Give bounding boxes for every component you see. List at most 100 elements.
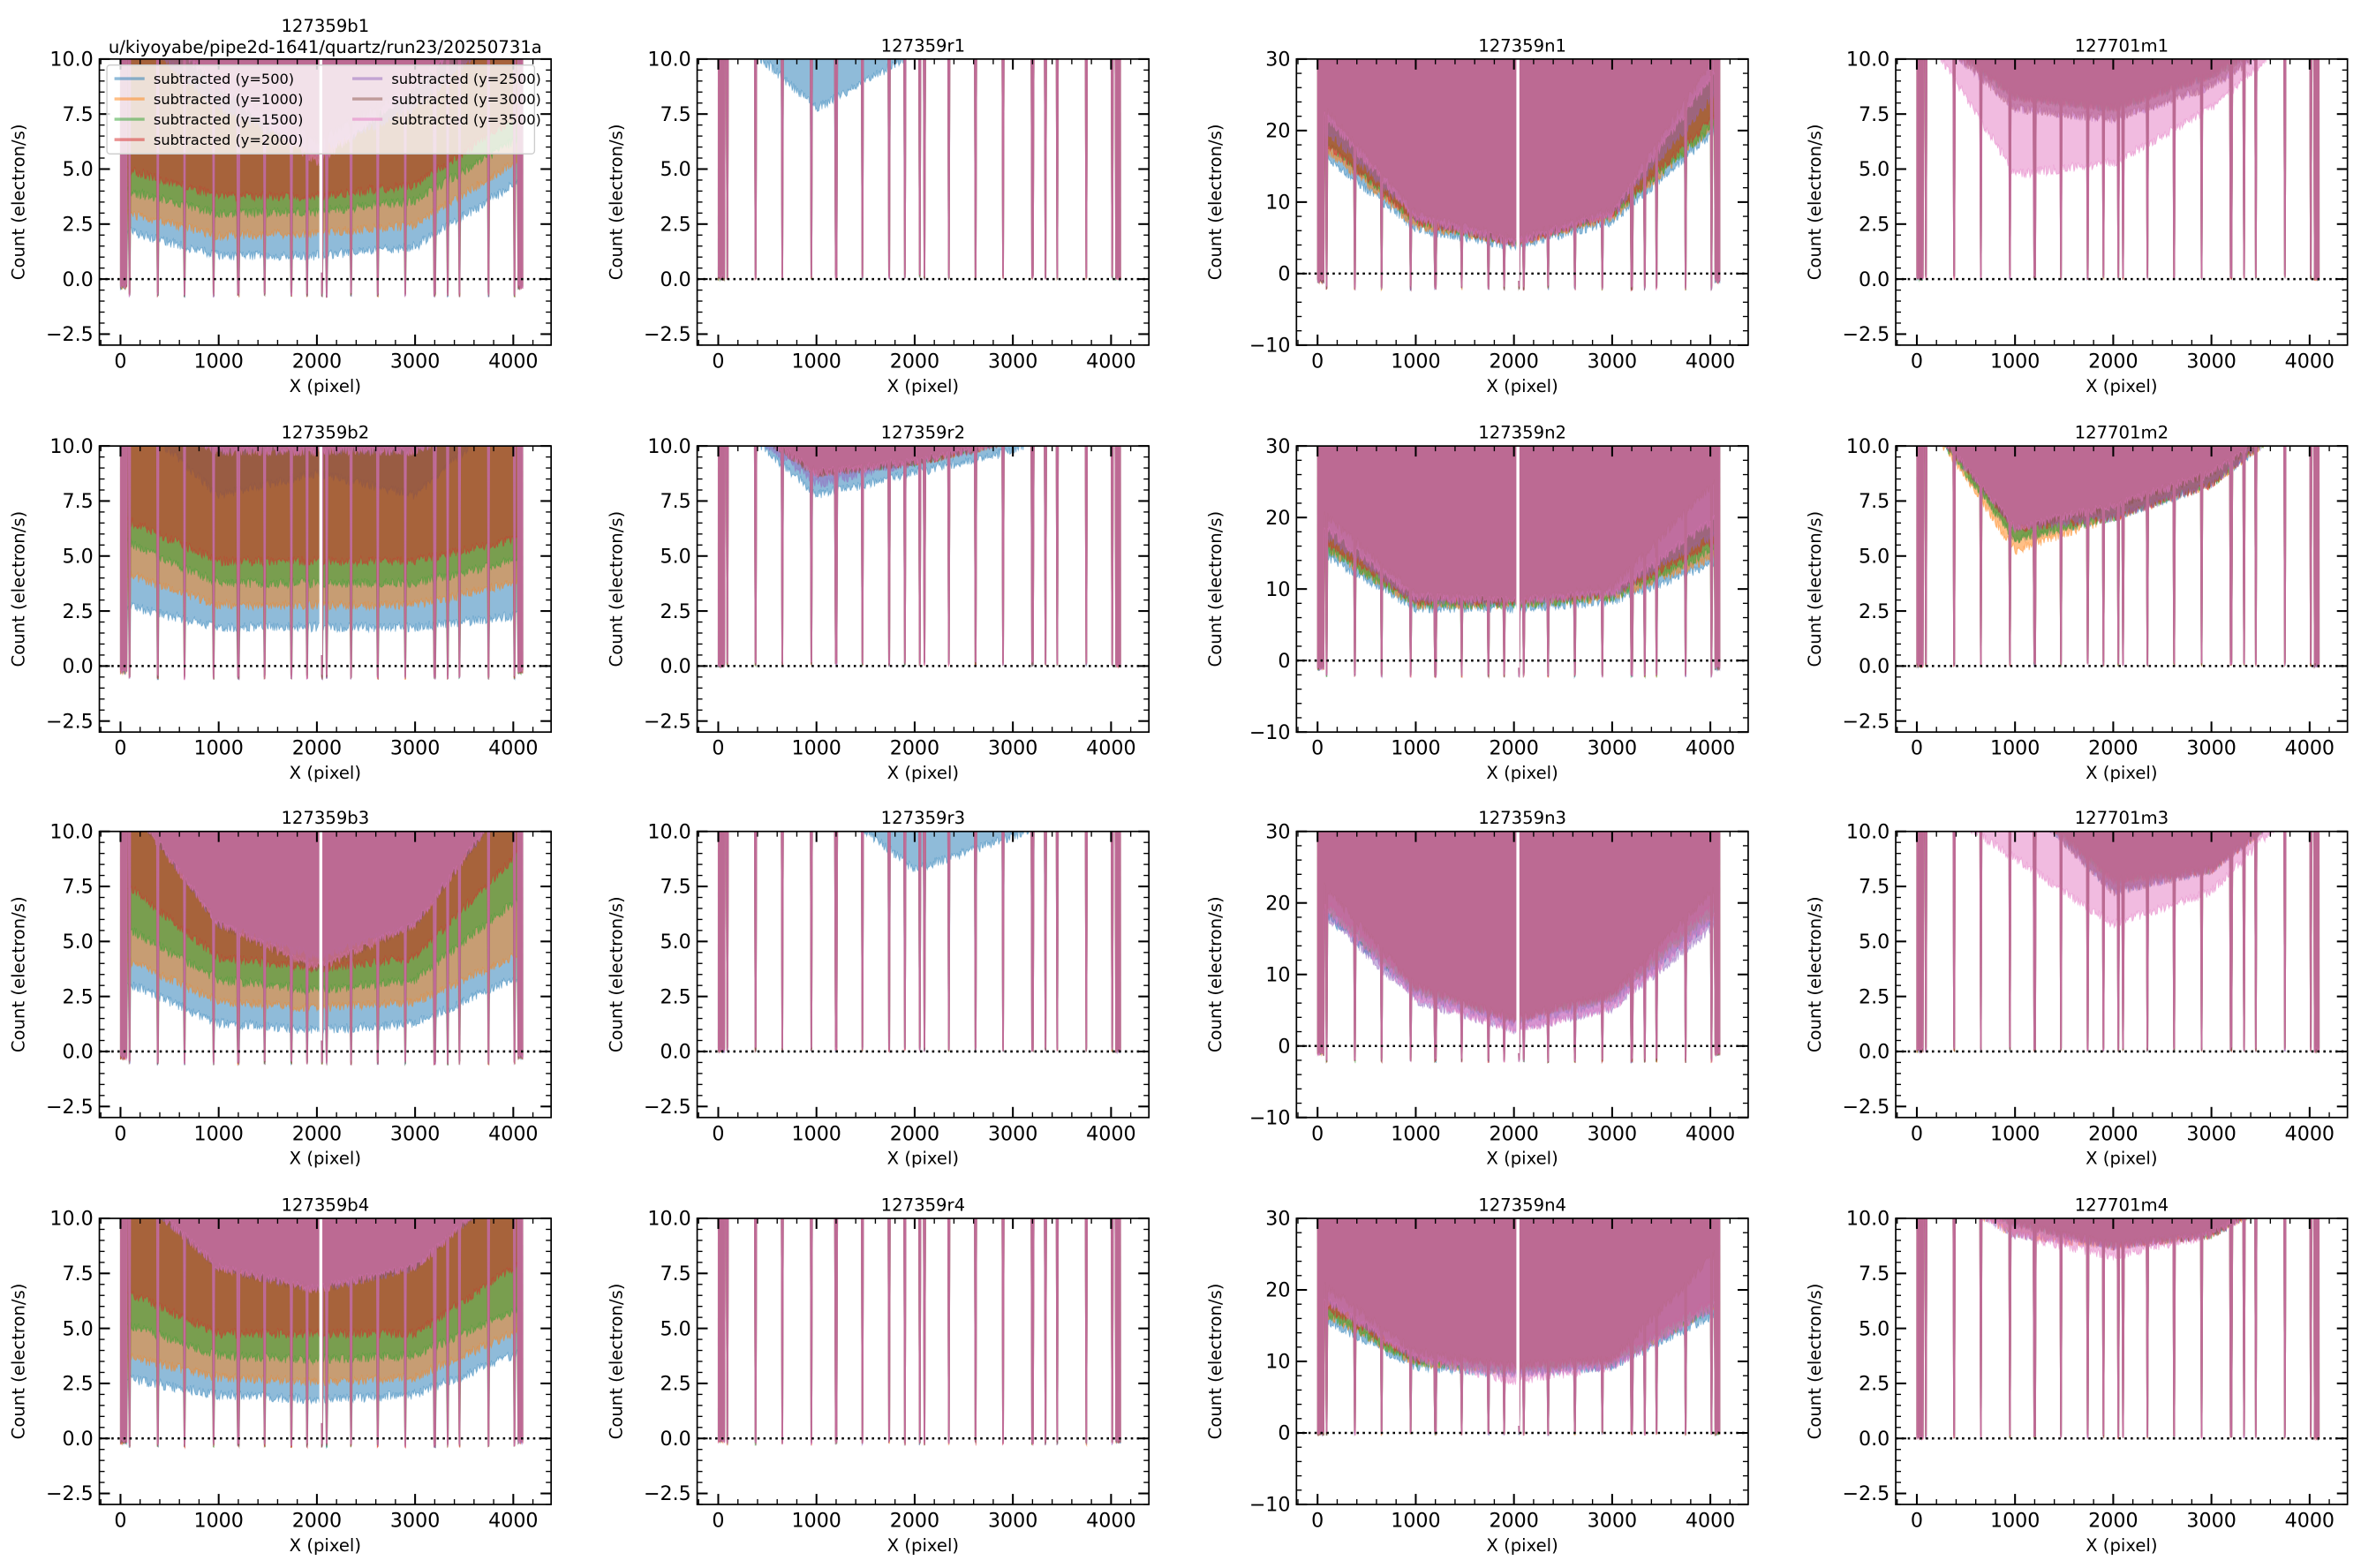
y-tick-label: −2.5 [46,323,94,346]
y-tick-label: 10.0 [1846,49,1890,72]
series-group [717,831,1121,1055]
x-tick-label: 0 [114,1510,126,1533]
x-tick-label: 3000 [2186,1122,2236,1145]
y-tick-label: 5.0 [660,545,691,568]
subplot-title: 127359b2 [281,423,369,443]
x-tick-label: 4000 [1086,350,1135,373]
x-tick-label: 2000 [292,1510,342,1533]
y-tick-label: 5.0 [62,931,93,954]
series-subtracted-y-3500- [717,1217,1121,1447]
y-tick-label: 5.0 [1859,545,1890,568]
y-axis-label: Count (electron/s) [1205,511,1226,667]
x-tick-label: 4000 [1686,1122,1735,1145]
x-tick-label: 3000 [390,737,440,760]
x-tick-label: 1000 [193,350,243,373]
legend-entry: subtracted (y=2500) [391,71,541,87]
y-tick-label: 2.5 [660,1373,691,1396]
y-tick-label: 20 [1265,120,1290,143]
x-tick-label: 4000 [1686,1510,1735,1533]
x-tick-label: 0 [1311,350,1324,373]
y-tick-label: 0.0 [1859,1041,1890,1064]
y-tick-label: 7.5 [62,876,93,899]
x-tick-label: 4000 [2285,350,2335,373]
y-tick-label: 7.5 [62,103,93,126]
y-tick-label: 0.0 [660,655,691,678]
y-tick-label: 5.0 [660,158,691,181]
y-tick-label: 2.5 [62,600,93,623]
y-tick-label: 0.0 [1859,655,1890,678]
y-axis-label: Count (electron/s) [8,511,28,667]
series-subtracted-y-3500- [717,831,1121,1053]
x-tick-label: 3000 [988,1510,1037,1533]
x-tick-label: 4000 [488,1122,538,1145]
y-tick-label: 0 [1278,1035,1290,1058]
chip-gap [319,58,323,273]
x-tick-label: 2000 [2088,350,2138,373]
x-tick-label: 0 [1911,1122,1923,1145]
subplot-127701m3: 0 1000 2000 3000 4000 −2.5 0.0 2.5 5.0 7.5 10.0 X (… [1805,808,2349,1169]
y-tick-label: 5.0 [1859,931,1890,954]
subplot-127359r1: 0 1000 2000 3000 4000 −2.5 0.0 2.5 5.0 7.5 10.0 X (… [606,35,1150,396]
y-tick-label: 20 [1265,892,1290,915]
y-axis-label: Count (electron/s) [1805,1284,1825,1440]
subplot-127359b2: 0 1000 2000 3000 4000 −2.5 0.0 2.5 5.0 7.5 10.0 X (… [8,423,553,783]
subplot-title: 127359b3 [281,808,369,828]
x-tick-label: 4000 [1086,737,1135,760]
y-tick-label: 20 [1265,507,1290,530]
series-group [717,1217,1121,1448]
y-axis-label: Count (electron/s) [606,511,626,667]
y-tick-label: 7.5 [660,1263,691,1285]
subplot-127359b1: 0 1000 2000 3000 4000 −2.5 0.0 2.5 5.0 7.5 10.0 X (… [8,16,553,396]
y-tick-label: 5.0 [1859,1317,1890,1340]
x-axis-label: X (pixel) [290,376,361,396]
axes-frame [696,1217,1150,1505]
x-tick-label: 2000 [2088,1510,2138,1533]
series-group [1316,446,1721,680]
x-axis-label: X (pixel) [290,1535,361,1556]
x-tick-label: 4000 [2285,1122,2335,1145]
x-tick-label: 3000 [988,350,1037,373]
y-tick-label: 10 [1265,963,1290,986]
x-tick-label: 2000 [1489,737,1538,760]
x-tick-label: 3000 [988,737,1037,760]
x-tick-label: 2000 [890,737,939,760]
x-tick-label: 1000 [1391,1122,1440,1145]
y-tick-label: 10.0 [647,1208,690,1231]
y-tick-label: −10 [1249,1106,1291,1129]
chip-gap [319,446,323,655]
x-tick-label: 0 [712,350,724,373]
subplot-127701m1: 0 1000 2000 3000 4000 −2.5 0.0 2.5 5.0 7.5 10.0 X (… [1805,35,2349,396]
x-tick-label: 2000 [2088,737,2138,760]
x-tick-label: 3000 [390,1122,440,1145]
y-tick-label: 30 [1265,1208,1290,1231]
axes-frame [696,58,1150,346]
x-tick-label: 4000 [1686,737,1735,760]
subplot-title: 127359r4 [881,1195,965,1215]
x-tick-label: 3000 [390,350,440,373]
x-tick-label: 3000 [390,1510,440,1533]
y-tick-label: 2.5 [62,985,93,1008]
chip-gap [1516,831,1520,1053]
x-tick-label: 1000 [1391,350,1440,373]
subplot-title: 127359n2 [1478,423,1566,443]
y-axis-label: Count (electron/s) [606,896,626,1052]
subplot-title: 127359r3 [881,808,965,828]
y-tick-label: 7.5 [1859,1263,1890,1285]
subplot-title: 127359n3 [1478,808,1566,828]
y-tick-label: 7.5 [660,876,691,899]
y-tick-label: 10.0 [49,820,93,843]
y-tick-label: 20 [1265,1279,1290,1302]
x-tick-label: 0 [1311,737,1324,760]
x-tick-label: 1000 [1990,350,2040,373]
subplot-127359r3: 0 1000 2000 3000 4000 −2.5 0.0 2.5 5.0 7.5 10.0 X (… [606,808,1150,1169]
y-tick-label: 0.0 [1859,1428,1890,1451]
x-axis-label: X (pixel) [1486,1535,1558,1556]
subplot-127359n4: 0 1000 2000 3000 4000 −10 0 10 20 30 X (pixel) Coun… [1205,1195,1749,1556]
y-tick-label: −2.5 [1842,710,1890,733]
series-subtracted-y-3500- [1916,1217,2320,1442]
y-tick-label: 2.5 [660,600,691,623]
x-tick-label: 3000 [1588,350,1637,373]
series-group [119,831,524,1067]
subplot-127359r4: 0 1000 2000 3000 4000 −2.5 0.0 2.5 5.0 7.5 10.0 X (… [606,1195,1150,1556]
